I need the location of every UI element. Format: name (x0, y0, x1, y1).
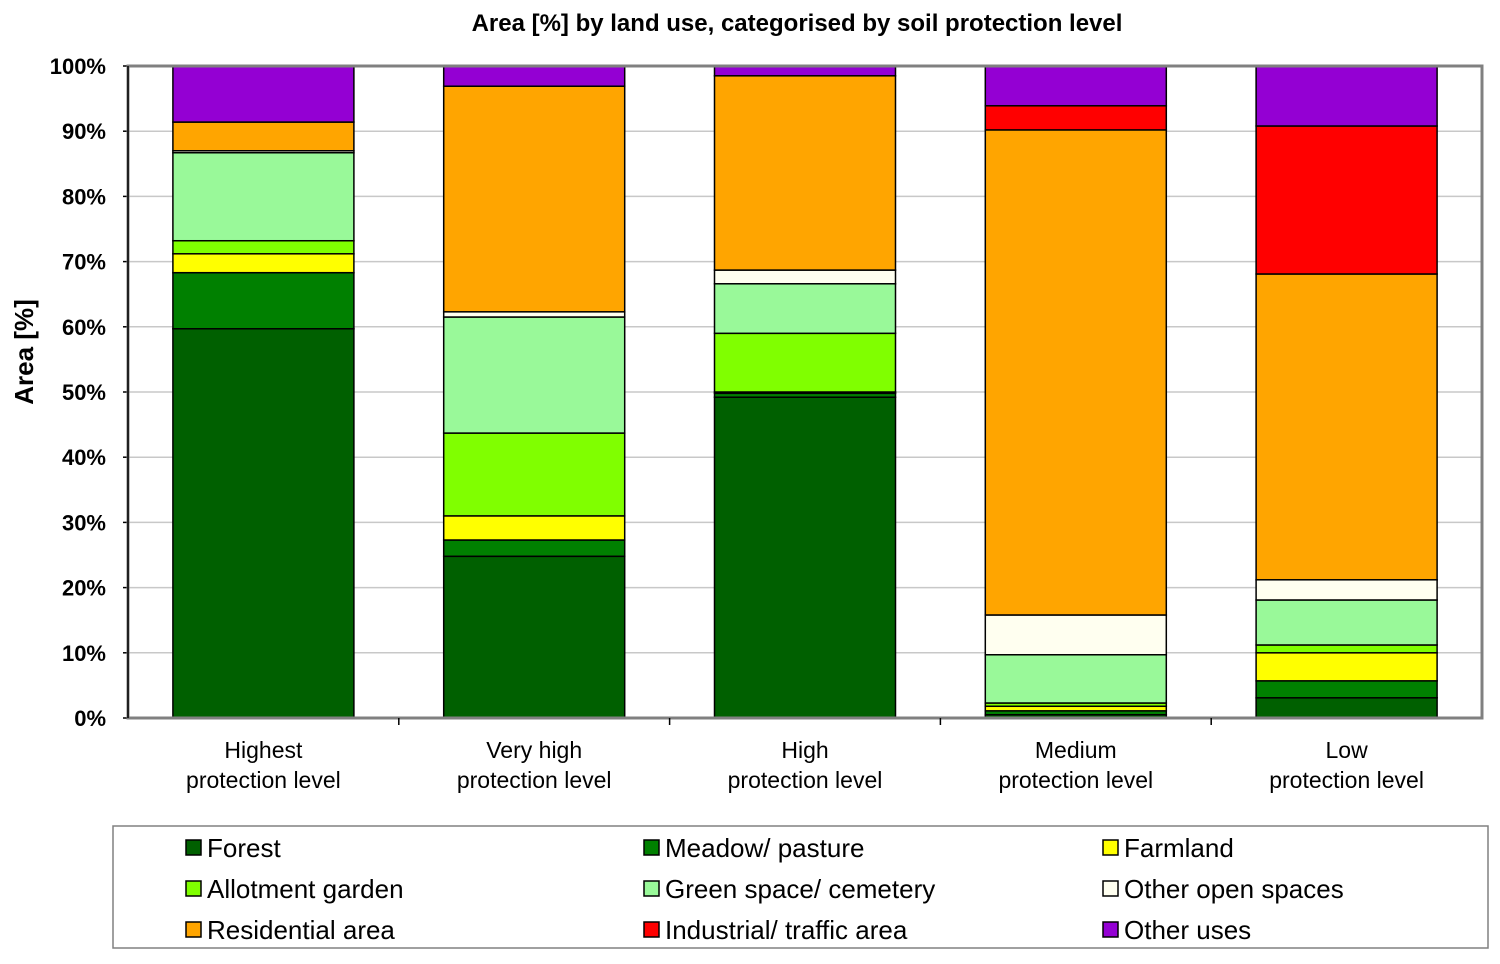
bar-segment-green-space-cemetery (1255, 599, 1438, 646)
bar-segment-residential-area (1255, 273, 1438, 581)
legend-swatch (185, 921, 202, 938)
bar-segment-residential-area (713, 75, 897, 271)
bar-segment-other-uses (984, 65, 1168, 107)
bar-segment-green-space-cemetery (172, 151, 355, 242)
y-tick-label: 40% (62, 445, 106, 470)
y-tick-label: 90% (62, 119, 106, 144)
bar-segment-allotment-garden (172, 239, 355, 255)
y-tick-label: 50% (62, 380, 106, 405)
bar-segment-other-open-spaces (713, 269, 897, 285)
chart-title: Area [%] by land use, categorised by soi… (472, 10, 1123, 37)
bar-segment-other-open-spaces (984, 614, 1168, 656)
legend-label: Other open spaces (1124, 874, 1344, 904)
x-tick-label: protection level (457, 767, 612, 793)
legend-swatch (1102, 839, 1119, 856)
bar-segment-residential-area (984, 129, 1168, 616)
legend-item: Meadow/ pasture (643, 833, 864, 863)
legend-swatch (1102, 880, 1119, 897)
legend-swatch (185, 880, 202, 897)
bar-segment-residential-area (172, 121, 355, 152)
x-tick-label: High (781, 737, 828, 763)
x-tick-label: protection level (1269, 767, 1424, 793)
legend-label: Residential area (207, 915, 395, 945)
x-tick-label: protection level (186, 767, 341, 793)
legend-item: Green space/ cemetery (643, 874, 935, 904)
legend-swatch (643, 921, 660, 938)
bar-segment-green-space-cemetery (442, 316, 626, 434)
x-tick-label: Low (1325, 737, 1368, 763)
legend-label: Other uses (1124, 915, 1251, 945)
legend-label: Farmland (1124, 833, 1234, 863)
bar-segment-green-space-cemetery (984, 654, 1168, 704)
bar-segment-allotment-garden (442, 432, 626, 517)
legend-item: Forest (185, 833, 281, 863)
legend-item: Residential area (185, 915, 395, 945)
legend-item: Other open spaces (1102, 874, 1344, 904)
bar-segment-green-space-cemetery (713, 283, 897, 335)
bar-segment-meadow-pasture (172, 271, 355, 330)
y-tick-label: 70% (62, 250, 106, 275)
legend-item: Allotment garden (185, 874, 404, 904)
x-tick-label: Highest (224, 737, 303, 763)
legend-swatch (643, 880, 660, 897)
x-tick-label: protection level (728, 767, 883, 793)
bar-segment-farmland (1255, 652, 1438, 682)
bar-segment-farmland (442, 515, 626, 541)
legend-label: Industrial/ traffic area (665, 915, 908, 945)
bar-segment-farmland (172, 253, 355, 274)
bar-segment-forest (713, 396, 897, 719)
y-tick-label: 80% (62, 184, 106, 209)
bar-segment-industrial-traffic-area (984, 105, 1168, 131)
y-tick-label: 10% (62, 641, 106, 666)
y-tick-label: 100% (50, 54, 106, 79)
y-tick-label: 20% (62, 576, 106, 601)
bar-segment-industrial-traffic-area (1255, 125, 1438, 275)
legend-label: Green space/ cemetery (665, 874, 935, 904)
bar-segment-residential-area (442, 85, 626, 313)
bar-segment-forest (172, 328, 355, 719)
legend-label: Allotment garden (207, 874, 404, 904)
bar-segment-other-uses (1255, 65, 1438, 127)
x-tick-label: protection level (998, 767, 1153, 793)
x-tick-label: Medium (1035, 737, 1117, 763)
legend-item: Farmland (1102, 833, 1234, 863)
x-tick-label: Very high (486, 737, 582, 763)
legend-swatch (1102, 921, 1119, 938)
bar-segment-allotment-garden (1255, 644, 1438, 654)
bar-segment-allotment-garden (713, 332, 897, 393)
legend-label: Forest (207, 833, 281, 863)
bar-segment-meadow-pasture (1255, 680, 1438, 699)
bar-segment-forest (442, 555, 626, 719)
bar-segment-other-open-spaces (1255, 579, 1438, 601)
legend-item: Industrial/ traffic area (643, 915, 908, 945)
bar-segment-forest (1255, 697, 1438, 719)
y-tick-label: 30% (62, 510, 106, 535)
legend-label: Meadow/ pasture (665, 833, 864, 863)
y-axis-label: Area [%] (9, 299, 39, 404)
y-tick-label: 60% (62, 315, 106, 340)
bar-segment-other-open-spaces (442, 311, 626, 318)
legend-box (112, 825, 1489, 949)
legend-item: Other uses (1102, 915, 1251, 945)
bar-segment-other-uses (442, 65, 626, 87)
y-tick-label: 0% (74, 706, 106, 731)
bar-segment-other-uses (172, 65, 355, 123)
legend-swatch (643, 839, 660, 856)
legend-swatch (185, 839, 202, 856)
bar-segment-meadow-pasture (442, 539, 626, 558)
